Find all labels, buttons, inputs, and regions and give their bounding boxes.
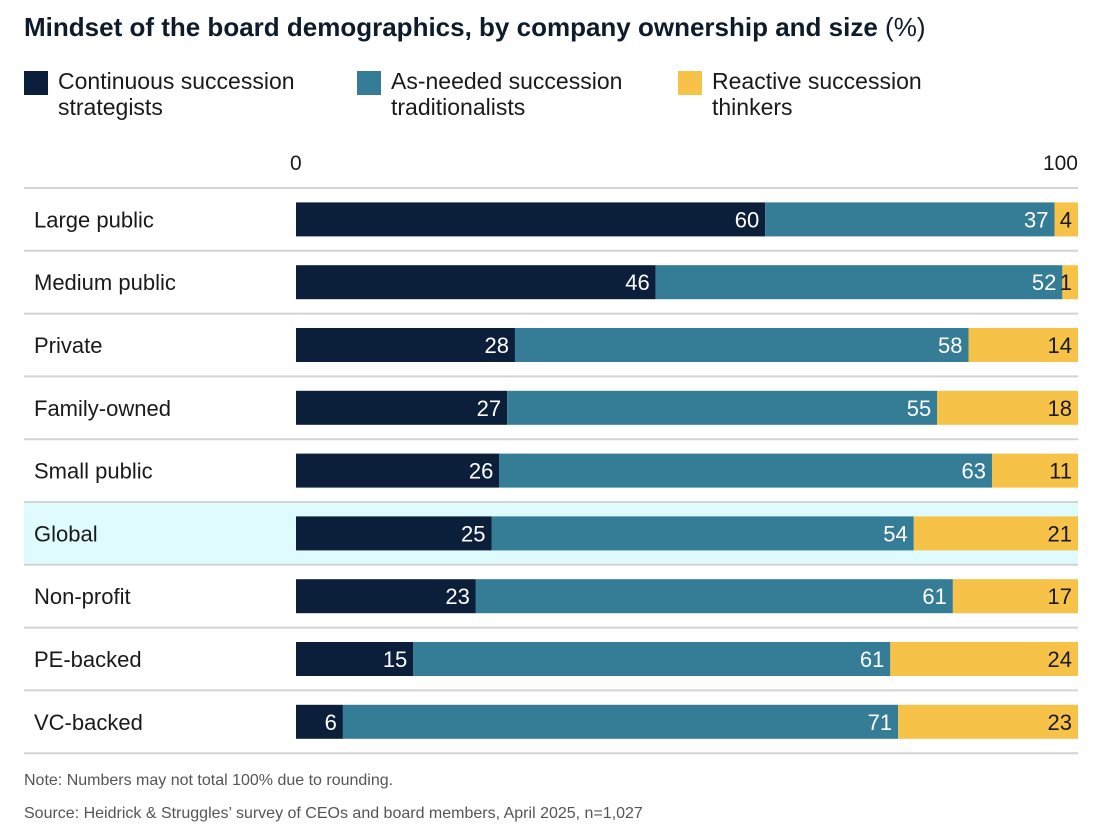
bar-large-public-as [765, 202, 1055, 237]
category-label-private: Private [34, 333, 102, 358]
value-label-pe-backed-as: 61 [860, 647, 884, 672]
bar-pe-backed-reactive [890, 642, 1078, 676]
bar-vc-backed-continuous [296, 704, 343, 739]
value-label-small-public-continuous: 26 [469, 459, 493, 484]
bar-medium-public-reactive [1062, 265, 1078, 300]
value-label-small-public-reactive: 11 [1049, 459, 1072, 484]
source-text: Source: Heidrick & Struggles’ survey of … [24, 805, 643, 822]
legend-swatch-as-needed [357, 71, 381, 95]
bar-pe-backed-as [413, 642, 891, 676]
bar-small-public-reactive [991, 453, 1078, 488]
value-label-private-continuous: 28 [484, 333, 508, 358]
note-text: Note: Numbers may not total 100% due to … [24, 772, 394, 789]
chart-title-unit: (%) [885, 12, 926, 42]
legend-label-continuous: Continuous succession strategists [58, 68, 295, 120]
bar-global-as [491, 516, 914, 551]
bar-large-public-continuous [296, 202, 766, 237]
value-label-non-profit-continuous: 23 [445, 584, 469, 609]
value-label-pe-backed-reactive: 24 [1048, 647, 1072, 672]
bar-private-as [514, 328, 969, 362]
bar-family-owned-as [507, 390, 938, 425]
value-label-small-public-as: 63 [961, 459, 985, 484]
bar-vc-backed-reactive [898, 704, 1078, 739]
bar-medium-public-as [655, 265, 1063, 300]
category-label-vc-backed: VC-backed [34, 710, 143, 735]
value-label-global-as: 54 [883, 521, 907, 546]
chart-title: Mindset of the board demographics, by co… [24, 12, 925, 43]
bar-large-public-reactive [1054, 202, 1078, 237]
value-label-family-owned-continuous: 27 [477, 396, 501, 421]
bar-small-public-as [499, 453, 992, 488]
value-label-vc-backed-continuous: 6 [325, 710, 337, 735]
category-label-large-public: Large public [34, 207, 154, 232]
category-label-pe-backed: PE-backed [34, 647, 142, 672]
category-label-medium-public: Medium public [34, 270, 176, 295]
category-label-non-profit: Non-profit [34, 584, 131, 609]
legend-swatch-continuous [24, 71, 48, 95]
value-label-pe-backed-continuous: 15 [383, 647, 407, 672]
value-label-non-profit-reactive: 17 [1048, 584, 1072, 609]
bar-vc-backed-as [342, 704, 899, 739]
category-label-small-public: Small public [34, 459, 153, 484]
legend-swatch-reactive [678, 71, 702, 95]
value-label-medium-public-continuous: 46 [625, 270, 649, 295]
chart-title-text: Mindset of the board demographics, by co… [24, 12, 878, 42]
legend-item-reactive: Reactive succession thinkers [678, 68, 922, 120]
bar-global-reactive [913, 516, 1078, 551]
value-label-non-profit-as: 61 [922, 584, 946, 609]
bar-pe-backed-continuous [296, 642, 414, 676]
bar-small-public-continuous [296, 453, 500, 488]
bar-private-reactive [968, 328, 1078, 362]
legend-item-continuous: Continuous succession strategists [24, 68, 295, 120]
category-label-global: Global [34, 521, 98, 546]
value-label-private-reactive: 14 [1048, 333, 1072, 358]
value-label-large-public-as: 37 [1024, 207, 1048, 232]
bar-medium-public-continuous [296, 265, 656, 300]
bar-private-continuous [296, 328, 515, 362]
legend-label-as-needed: As-needed succession traditionalists [391, 68, 623, 120]
legend-label-reactive: Reactive succession thinkers [712, 68, 922, 120]
bar-non-profit-reactive [952, 579, 1078, 614]
value-label-large-public-reactive: 4 [1060, 207, 1072, 232]
value-label-vc-backed-as: 71 [868, 710, 892, 735]
value-label-private-as: 58 [938, 333, 962, 358]
value-label-vc-backed-reactive: 23 [1048, 710, 1072, 735]
x-tick-label-0: 0 [290, 152, 302, 175]
bar-non-profit-continuous [296, 579, 476, 614]
x-tick-label-100: 100 [1043, 152, 1078, 175]
bar-non-profit-as [475, 579, 953, 614]
category-label-family-owned: Family-owned [34, 396, 171, 421]
value-label-family-owned-reactive: 18 [1048, 396, 1072, 421]
value-label-medium-public-reactive: 1 [1060, 270, 1072, 295]
value-label-medium-public-as: 52 [1032, 270, 1056, 295]
bar-family-owned-reactive [937, 390, 1078, 425]
bar-family-owned-continuous [296, 390, 508, 425]
value-label-large-public-continuous: 60 [735, 207, 759, 232]
legend-item-as-needed: As-needed succession traditionalists [357, 68, 622, 120]
value-label-global-continuous: 25 [461, 521, 485, 546]
value-label-global-reactive: 21 [1048, 521, 1072, 546]
value-label-family-owned-as: 55 [907, 396, 931, 421]
bar-global-continuous [296, 516, 492, 551]
